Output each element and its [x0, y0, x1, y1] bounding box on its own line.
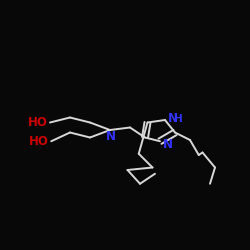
- Text: N: N: [163, 138, 173, 151]
- Text: HO: HO: [29, 135, 49, 148]
- Text: N: N: [106, 130, 116, 143]
- Text: H: H: [174, 114, 182, 124]
- Text: HO: HO: [28, 116, 48, 129]
- Text: N: N: [168, 112, 177, 124]
